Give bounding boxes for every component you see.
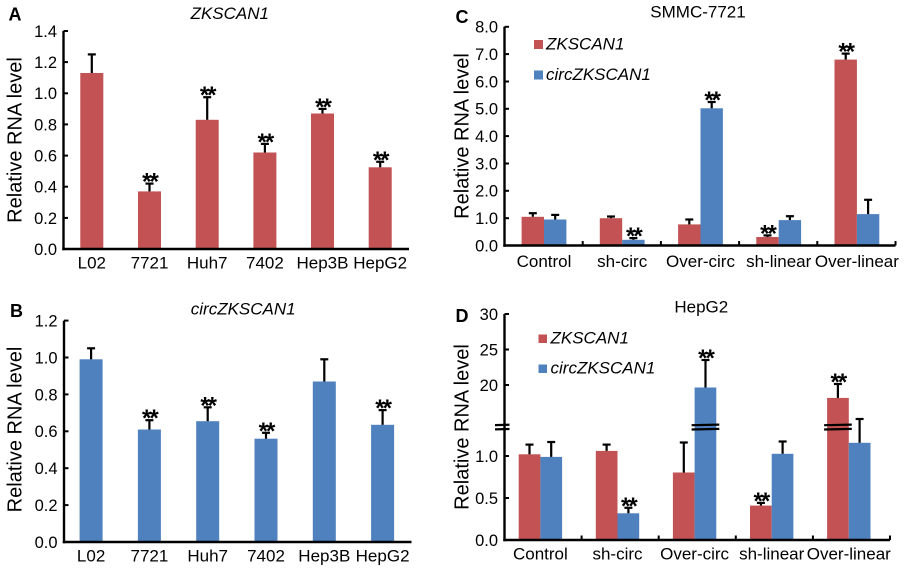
svg-text:**: **	[315, 94, 332, 121]
svg-text:L02: L02	[78, 254, 106, 273]
svg-text:Hep3B: Hep3B	[298, 547, 350, 566]
svg-text:0.2: 0.2	[34, 210, 57, 228]
svg-text:circZKSCAN1: circZKSCAN1	[551, 359, 656, 378]
svg-text:**: **	[760, 220, 777, 247]
svg-text:0.2: 0.2	[35, 497, 58, 515]
svg-text:**: **	[142, 405, 159, 432]
svg-text:Control: Control	[513, 545, 568, 564]
svg-text:30: 30	[480, 306, 498, 324]
svg-text:1.2: 1.2	[35, 313, 58, 331]
svg-text:4.0: 4.0	[475, 128, 498, 146]
svg-text:0.0: 0.0	[475, 237, 498, 255]
svg-text:3.0: 3.0	[475, 155, 498, 173]
svg-text:**: **	[200, 82, 217, 109]
svg-text:**: **	[258, 129, 275, 156]
svg-text:Over-circ: Over-circ	[660, 545, 729, 564]
svg-text:Huh7: Huh7	[187, 254, 228, 273]
svg-text:0.8: 0.8	[35, 386, 58, 404]
svg-text:sh-linear: sh-linear	[739, 545, 805, 564]
svg-text:0.6: 0.6	[34, 148, 57, 166]
svg-text:0.4: 0.4	[35, 460, 58, 478]
svg-text:20: 20	[480, 377, 498, 395]
svg-text:Relative RNA level: Relative RNA level	[452, 344, 474, 510]
svg-text:8.0: 8.0	[475, 19, 498, 37]
svg-text:**: **	[626, 223, 643, 250]
svg-text:circZKSCAN1: circZKSCAN1	[191, 300, 296, 319]
svg-text:ZKSCAN1: ZKSCAN1	[545, 35, 624, 54]
svg-text:**: **	[698, 345, 715, 372]
svg-text:1.0: 1.0	[35, 349, 58, 367]
svg-text:**: **	[621, 493, 638, 520]
svg-text:0.4: 0.4	[34, 179, 57, 197]
svg-text:Hep3B: Hep3B	[297, 254, 349, 273]
svg-text:B: B	[10, 301, 23, 321]
svg-text:**: **	[373, 147, 390, 174]
svg-text:L02: L02	[77, 547, 105, 566]
svg-text:Relative RNA level: Relative RNA level	[452, 53, 474, 219]
svg-text:**: **	[259, 418, 276, 445]
svg-text:HepG2: HepG2	[674, 298, 728, 317]
svg-text:7402: 7402	[247, 547, 285, 566]
svg-text:**: **	[838, 39, 855, 66]
svg-text:0.6: 0.6	[35, 423, 58, 441]
svg-text:25: 25	[480, 341, 498, 359]
svg-text:2.0: 2.0	[475, 183, 498, 201]
svg-text:**: **	[200, 392, 217, 419]
svg-text:0.5: 0.5	[475, 490, 498, 508]
svg-text:7.0: 7.0	[475, 46, 498, 64]
svg-text:**: **	[142, 169, 159, 196]
svg-text:**: **	[831, 369, 848, 396]
svg-text:**: **	[375, 395, 392, 422]
svg-text:circZKSCAN1: circZKSCAN1	[546, 65, 651, 84]
svg-text:Over-linear: Over-linear	[815, 252, 899, 271]
svg-text:Relative RNA level: Relative RNA level	[5, 57, 27, 223]
svg-text:Relative RNA level: Relative RNA level	[5, 347, 27, 513]
svg-text:Control: Control	[517, 252, 572, 271]
svg-text:sh-circ: sh-circ	[592, 545, 643, 564]
svg-text:5.0: 5.0	[475, 101, 498, 119]
svg-text:Over-linear: Over-linear	[807, 545, 891, 564]
svg-text:SMMC-7721: SMMC-7721	[650, 3, 745, 22]
svg-text:Huh7: Huh7	[187, 547, 228, 566]
svg-text:1.4: 1.4	[34, 23, 57, 41]
svg-text:C: C	[456, 7, 469, 27]
svg-text:ZKSCAN1: ZKSCAN1	[190, 4, 269, 23]
svg-text:1.0: 1.0	[475, 210, 498, 228]
svg-text:HepG2: HepG2	[356, 547, 410, 566]
svg-text:HepG2: HepG2	[353, 254, 407, 273]
svg-text:0.0: 0.0	[475, 532, 498, 550]
svg-text:6.0: 6.0	[475, 73, 498, 91]
svg-text:sh-circ: sh-circ	[597, 252, 648, 271]
svg-text:1.0: 1.0	[475, 448, 498, 466]
svg-text:1.2: 1.2	[34, 54, 57, 72]
svg-text:0.0: 0.0	[35, 534, 58, 552]
svg-text:A: A	[9, 5, 22, 25]
svg-text:7402: 7402	[246, 254, 284, 273]
svg-text:ZKSCAN1: ZKSCAN1	[550, 329, 629, 348]
svg-text:D: D	[456, 306, 469, 326]
svg-text:0.8: 0.8	[34, 116, 57, 134]
svg-text:1.0: 1.0	[34, 85, 57, 103]
svg-text:**: **	[754, 488, 771, 515]
svg-text:Over-circ: Over-circ	[666, 252, 735, 271]
svg-text:7721: 7721	[130, 547, 168, 566]
svg-text:7721: 7721	[131, 254, 169, 273]
svg-text:**: **	[704, 87, 721, 114]
svg-text:sh-linear: sh-linear	[746, 252, 812, 271]
svg-text:0.0: 0.0	[34, 241, 57, 259]
